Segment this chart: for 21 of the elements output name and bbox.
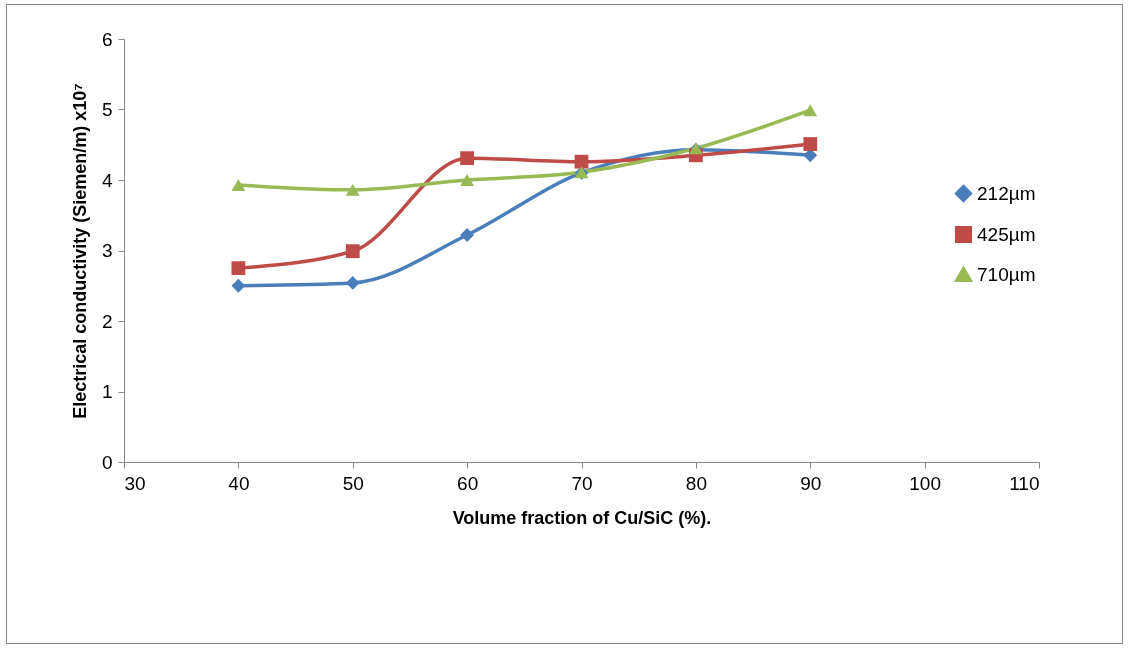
y-tick-label: 0 <box>101 451 113 473</box>
y-tick-label: 6 <box>101 28 113 50</box>
x-tick-label: 60 <box>457 472 479 494</box>
legend-label: 425µm <box>977 223 1036 245</box>
y-tick-label: 1 <box>101 381 113 402</box>
x-tick-label: 90 <box>800 472 822 494</box>
x-tick-label: 30 <box>124 472 146 494</box>
y-tick-label: 2 <box>101 310 113 332</box>
x-tick-label: 50 <box>342 472 364 494</box>
x-tick-label: 80 <box>685 472 707 494</box>
y-tick-label: 4 <box>101 169 113 191</box>
y-axis-title: Electrical conductivity (Siemen/m) x10⁷ <box>69 83 90 419</box>
x-axis-title: Volume fraction of Cu/SiC (%). <box>452 507 712 528</box>
x-tick-label: 110 <box>1009 472 1040 494</box>
y-tick-label: 3 <box>101 240 113 261</box>
x-tick-label: 100 <box>909 472 941 494</box>
y-tick-label: 5 <box>101 99 113 120</box>
legend-label: 710µm <box>977 263 1036 285</box>
x-tick-label: 40 <box>228 472 250 494</box>
x-tick-label: 70 <box>571 472 593 494</box>
legend-label: 212µm <box>977 182 1036 204</box>
